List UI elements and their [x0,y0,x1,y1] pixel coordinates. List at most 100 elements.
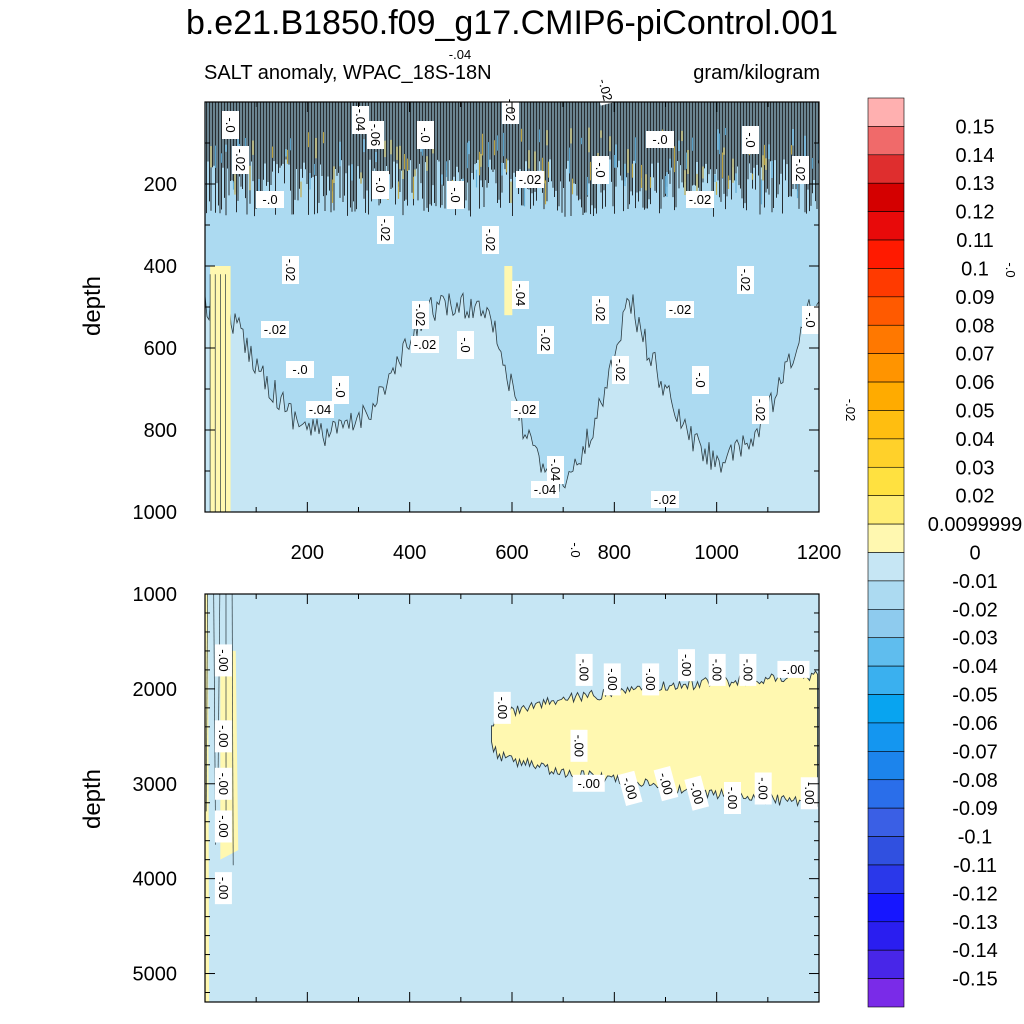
contour-label: -.00 [572,774,605,792]
contour-label-box [214,720,232,753]
contour-line [231,593,234,866]
x-tick-label: 1000 [694,542,739,564]
contour-label-box [417,121,434,149]
contour-label-box [493,691,511,724]
contour-label: -.02 [377,216,394,244]
contour-label-text: -.02 [793,159,808,181]
contour-label: -.02 [412,301,429,329]
contour-label-text: -.00 [756,777,771,799]
colorbar-swatch [867,126,905,156]
contour-label-box [531,481,559,498]
colorbar-swatch [867,665,905,695]
contour-label: -.00 [739,653,757,686]
colorbar-swatch [867,495,905,525]
contour-label-box [692,366,709,394]
contour-label: -.02 [232,146,249,174]
contour-label-box [739,653,757,686]
lower-panel: -.00 -.00 -.00 -.00 -.00 -.00 -.00 -.00 -.00 -.00… [133,584,820,1003]
contour-label-text: -.00 [495,697,510,719]
contour-label-box [222,111,239,139]
contour-label-box [684,775,710,811]
colorbar-label: -0.04 [952,656,998,678]
colorbar-label: -0.05 [952,685,998,707]
contour-label-box [800,777,818,810]
colorbar-label: 0.08 [956,315,995,337]
contour-line [213,593,216,845]
colorbar-swatch [867,296,905,326]
positive-anomaly-strip [205,594,210,1002]
contour-label-box [232,146,249,174]
contour-label-box [754,772,772,805]
contour-label-text: -.0 [568,542,583,557]
colorbar-label: -0.11 [953,855,997,877]
contour-label-box [646,131,674,148]
contour-label-box [372,171,389,199]
colorbar-swatch [867,438,905,468]
contour-label-text: -.02 [378,219,393,241]
contour-label-box [367,121,384,149]
contour-label: -.02 [502,96,519,124]
contour-label: -.0 [372,171,389,199]
contour-label: -.02 [752,396,769,424]
contour-label: -.06 [367,121,384,149]
colorbar-label: -0.12 [952,883,998,905]
contour-label: -.0 [222,111,239,139]
colorbar-swatch [867,466,905,496]
colorbar: 0.15 0.14 0.13 0.12 0.11 0.1 0.09 0.08 0.07 0.06 0… [867,97,1022,1008]
colorbar-label: -0.07 [952,741,998,763]
colorbar-label: 0.06 [956,372,995,394]
contour-label: -.02 [482,226,499,254]
y-tick-label: 3000 [133,774,178,796]
colorbar-swatch [867,552,905,582]
contour-label: -.02 [592,296,609,324]
contour-label-box [256,191,284,208]
contour-label-box [352,106,369,134]
contour-label-text: -.02 [669,302,691,317]
contour-label-text: -.02 [503,99,518,121]
colorbar-swatch [867,694,905,724]
colorbar-swatch [867,268,905,298]
contour-label-box [214,810,232,843]
colorbar-swatch [867,609,905,639]
contour-label-box [286,361,314,378]
contour-label-text: -.00 [216,725,231,747]
contour-label-text: -.0 [373,177,388,192]
contour-label-text: -.00 [725,787,740,809]
contour-label-text: -.02 [514,402,536,417]
contour-line [205,593,208,812]
colorbar-label: 0.15 [956,116,995,138]
contour-label-text: -.0 [803,312,818,327]
contour-label-box [261,321,289,338]
colorbar-label: -0.14 [952,940,998,962]
contour-label: -.02 [651,491,679,508]
contour-label-box [752,396,769,424]
contour-label-box [842,396,859,424]
colorbar-label: 0.09 [956,287,995,309]
contour-label: -.0 [1002,256,1019,284]
contour-label-text: -.00 [782,662,804,677]
y-tick-label: 200 [144,174,177,196]
contour-label-text: -.02 [538,329,553,351]
contour-label-box [653,765,679,802]
colorbar-swatch [867,239,905,269]
colorbar-swatch [867,324,905,354]
contour-label: -.00 [214,767,232,800]
contour-label: -.02 [537,326,554,354]
colorbar-label: -0.06 [952,713,998,735]
contour-label-text: -.02 [843,399,858,421]
contour-label-box [502,96,519,124]
contour-label-box [593,74,618,106]
contour-label: -.04 [306,401,334,418]
colorbar-label: 0.03 [956,457,995,479]
contour-label-box [742,126,759,154]
contour-label-box [447,181,464,209]
contour-label-box [446,46,474,63]
x-tick-label: 600 [495,542,528,564]
contour-label-box [572,774,605,792]
contour-label: -.00 [754,772,772,805]
units-subtitle: gram/kilogram [693,62,820,84]
contour-label-box [642,663,660,696]
contour-line [217,593,221,785]
contour-label-box [777,660,810,678]
colorbar-label: -0.03 [952,628,998,650]
